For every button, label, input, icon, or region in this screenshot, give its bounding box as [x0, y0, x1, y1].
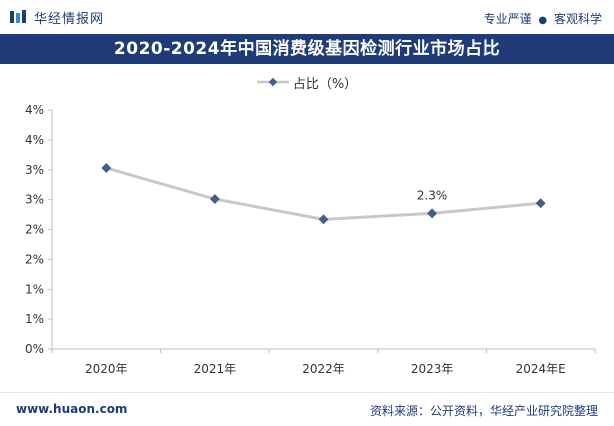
y-tick-label: 2%	[25, 223, 44, 237]
y-tick-label: 2%	[25, 252, 44, 266]
top-bar: 华经情报网 专业严谨 ● 客观科学	[0, 0, 614, 32]
data-point-marker	[209, 194, 220, 204]
line-chart: 0% 1% 1% 2% 2% 3% 3% 4% 4% 2020年 2021年 2022年 2023年 20…	[25, 103, 596, 376]
y-tick-label: 4%	[25, 103, 44, 117]
data-point-marker	[427, 208, 438, 219]
huajing-logo-icon	[10, 10, 26, 23]
data-point-marker	[535, 198, 546, 209]
y-tick-label: 1%	[25, 282, 44, 296]
legend-line-marker-icon	[256, 77, 289, 87]
chart-title: 2020-2024年中国消费级基因检测行业市场占比	[0, 34, 614, 64]
brand[interactable]: 华经情报网	[10, 8, 105, 27]
brand-name: 华经情报网	[34, 11, 105, 27]
y-tick-label: 3%	[25, 163, 44, 177]
y-tick-label: 3%	[25, 193, 44, 207]
data-point-marker	[318, 214, 329, 225]
data-label: 2.3%	[417, 188, 448, 202]
bullet-icon: ●	[538, 15, 548, 26]
x-tick-label: 2023年	[411, 362, 454, 376]
footer: www.huaon.com 资料来源：公开资料，华经产业研究院整理	[0, 392, 614, 426]
x-tick-label: 2021年	[194, 362, 237, 376]
x-tick-label: 2022年	[302, 362, 345, 376]
data-point-marker	[101, 163, 112, 173]
tagline-left: 专业严谨	[483, 12, 532, 26]
tagline: 专业严谨 ● 客观科学	[484, 10, 602, 27]
x-tick-label: 2020年	[85, 362, 128, 376]
y-tick-label: 0%	[25, 342, 44, 356]
y-tick-label: 4%	[25, 133, 44, 147]
series-line	[105, 166, 541, 221]
y-tick-label: 1%	[25, 312, 44, 326]
tagline-right: 客观科学	[553, 12, 602, 26]
footer-url[interactable]: www.huaon.com	[16, 402, 128, 416]
x-tick-label: 2024年E	[516, 362, 566, 376]
legend-label: 占比（%）	[292, 76, 358, 92]
chart-legend: 占比（%）	[0, 72, 614, 92]
footer-source: 资料来源：公开资料，华经产业研究院整理	[369, 404, 598, 418]
